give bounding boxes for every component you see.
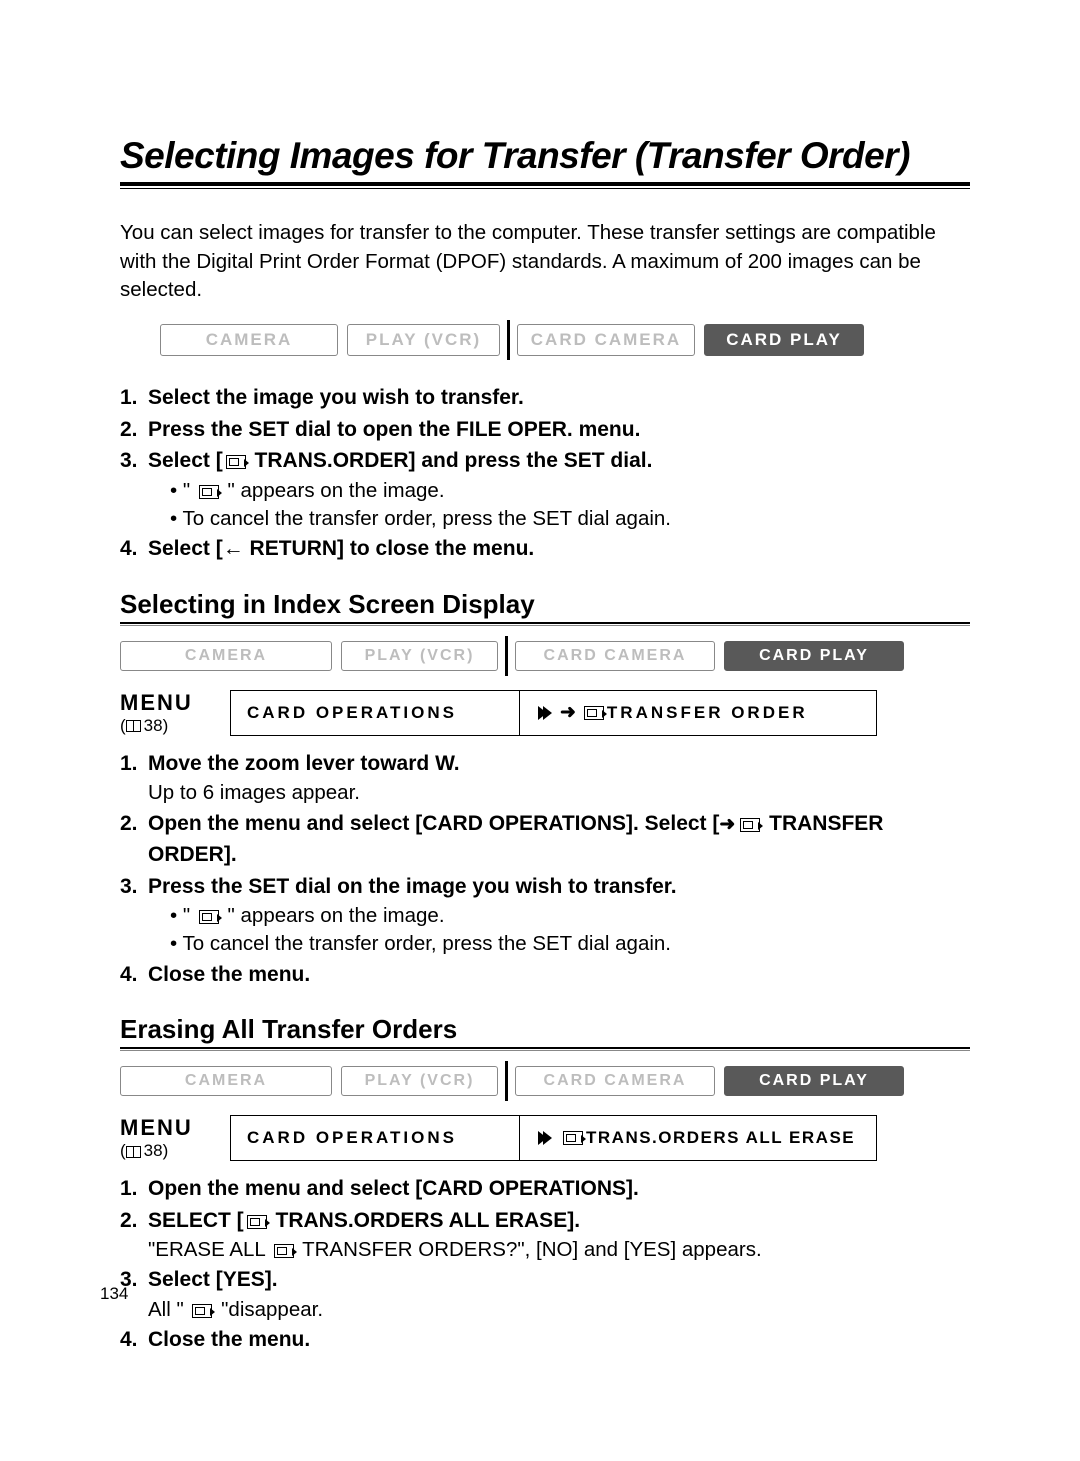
intro-text: You can select images for transfer to th… <box>120 219 970 304</box>
menu-row-1: MENU (38) CARD OPERATIONS ➜TRANSFER ORDE… <box>120 690 970 736</box>
mode-row-3: CAMERA PLAY (VCR) CARD CAMERA CARD PLAY <box>120 1061 970 1101</box>
menu-path-1: CARD OPERATIONS <box>230 1115 520 1161</box>
menu-ref-num: 38 <box>144 1141 163 1160</box>
mode-separator <box>505 636 508 676</box>
title-rule-thick <box>120 182 970 186</box>
transfer-icon <box>199 485 219 499</box>
s1-step3-post: TRANS.ORDER] and press the SET dial. <box>249 449 653 472</box>
transfer-icon <box>274 1244 294 1258</box>
mode-play: PLAY (VCR) <box>341 1066 498 1096</box>
s2-step4: Close the menu. <box>148 959 310 991</box>
s2-step2: Open the menu and select [CARD OPERATION… <box>148 808 970 871</box>
s1-step3-pre: Select [ <box>148 449 223 472</box>
menu-label: MENU <box>120 1115 220 1141</box>
s1-step3-sub: " " appears on the image. To cancel the … <box>170 477 970 534</box>
transfer-icon <box>199 910 219 924</box>
h2-rule <box>120 1047 970 1049</box>
page-title: Selecting Images for Transfer (Transfer … <box>120 135 970 176</box>
s3-step4: Close the menu. <box>148 1324 310 1356</box>
s3-s2a: SELECT [ <box>148 1209 244 1232</box>
s2-s3sub1a: " <box>183 904 196 927</box>
h2-rule-thin <box>120 625 970 626</box>
s3-s3sub-b: "disappear. <box>215 1298 323 1321</box>
mode-play: PLAY (VCR) <box>347 324 500 356</box>
mode-separator <box>507 320 510 360</box>
mode-card-play: CARD PLAY <box>724 1066 904 1096</box>
s1-step2: Press the SET dial to open the FILE OPER… <box>148 414 640 446</box>
section3-heading: Erasing All Transfer Orders <box>120 1014 970 1045</box>
s1-step4: Select [← RETURN] to close the menu. <box>148 533 534 565</box>
s2-s3sub2: To cancel the transfer order, press the … <box>170 930 970 958</box>
s2-s3sub1b: " appears on the image. <box>222 904 445 927</box>
transfer-icon <box>563 1131 583 1145</box>
menu-path-1: CARD OPERATIONS <box>230 690 520 736</box>
mode-camera: CAMERA <box>120 641 332 671</box>
transfer-icon <box>247 1215 267 1229</box>
s1-s3sub1b: " appears on the image. <box>222 479 445 502</box>
s1-s3sub2: To cancel the transfer order, press the … <box>170 505 970 533</box>
menu-path-2b: TRANS.ORDERS ALL ERASE <box>519 1115 877 1161</box>
s1-step1: Select the image you wish to transfer. <box>148 382 524 414</box>
s2-s1e: . <box>454 752 460 775</box>
menu-ref: (38) <box>120 716 220 736</box>
mode-row-1: CAMERA PLAY (VCR) CARD CAMERA CARD PLAY <box>160 320 970 360</box>
book-icon <box>126 1146 141 1158</box>
page-number: 134 <box>100 1284 128 1304</box>
s3-s2b: TRANS.ORDERS ALL ERASE]. <box>270 1209 580 1232</box>
mode-camera: CAMERA <box>120 1066 332 1096</box>
menu-path-2-text: TRANSFER ORDER <box>607 703 808 723</box>
mode-card-play: CARD PLAY <box>724 641 904 671</box>
transfer-icon <box>584 706 604 720</box>
mode-card-camera: CARD CAMERA <box>515 1066 715 1096</box>
s1-step4-post: RETURN] to close the menu. <box>244 537 535 560</box>
menu-label: MENU <box>120 690 220 716</box>
s2-s1w: W <box>435 752 454 775</box>
transfer-icon <box>740 818 760 832</box>
mode-camera: CAMERA <box>160 324 338 356</box>
mode-play: PLAY (VCR) <box>341 641 498 671</box>
transfer-icon <box>226 455 246 469</box>
section2-steps: 1.Move the zoom lever toward W. Up to 6 … <box>120 748 970 990</box>
section3-steps: 1.Open the menu and select [CARD OPERATI… <box>120 1173 970 1356</box>
s2-step3: Press the SET dial on the image you wish… <box>148 871 677 903</box>
s3-step3: Select [YES]. <box>148 1264 278 1296</box>
s1-step4-pre: Select [ <box>148 537 223 560</box>
s1-step3: Select [ TRANS.ORDER] and press the SET … <box>148 445 652 477</box>
h2-rule-thin <box>120 1050 970 1051</box>
s3-s2sub-b: TRANSFER ORDERS?", [NO] and [YES] appear… <box>297 1238 762 1261</box>
s3-s2sub-a: "ERASE ALL <box>148 1238 271 1261</box>
s2-s2a: Open the menu and select [CARD OPERATION… <box>148 812 719 835</box>
s3-step2: SELECT [ TRANS.ORDERS ALL ERASE]. <box>148 1205 580 1237</box>
s2-step3-sub: " " appears on the image. To cancel the … <box>170 902 970 959</box>
mode-row-2: CAMERA PLAY (VCR) CARD CAMERA CARD PLAY <box>120 636 970 676</box>
s2-s1sub: Up to 6 images appear. <box>148 781 360 804</box>
section1-steps: 1.Select the image you wish to transfer.… <box>120 382 970 565</box>
title-rule-thin <box>120 188 970 189</box>
mode-card-play: CARD PLAY <box>704 324 864 356</box>
menu-path-2b-text: TRANS.ORDERS ALL ERASE <box>586 1128 855 1148</box>
menu-ref: (38) <box>120 1141 220 1161</box>
s1-s3sub1a: " <box>183 479 196 502</box>
mode-card-camera: CARD CAMERA <box>517 324 695 356</box>
transfer-icon <box>192 1304 212 1318</box>
mode-card-camera: CARD CAMERA <box>515 641 715 671</box>
book-icon <box>126 720 141 732</box>
mode-separator <box>505 1061 508 1101</box>
menu-ref-num: 38 <box>144 716 163 735</box>
s2-step1: Move the zoom lever toward W. <box>148 748 460 780</box>
menu-row-2: MENU (38) CARD OPERATIONS TRANS.ORDERS A… <box>120 1115 970 1161</box>
s3-s3sub-a: All " <box>148 1298 189 1321</box>
s2-s1a: Move the zoom lever toward <box>148 752 435 775</box>
h2-rule <box>120 622 970 624</box>
menu-path-2: ➜TRANSFER ORDER <box>519 690 877 736</box>
s3-step1: Open the menu and select [CARD OPERATION… <box>148 1173 639 1205</box>
section2-heading: Selecting in Index Screen Display <box>120 589 970 620</box>
